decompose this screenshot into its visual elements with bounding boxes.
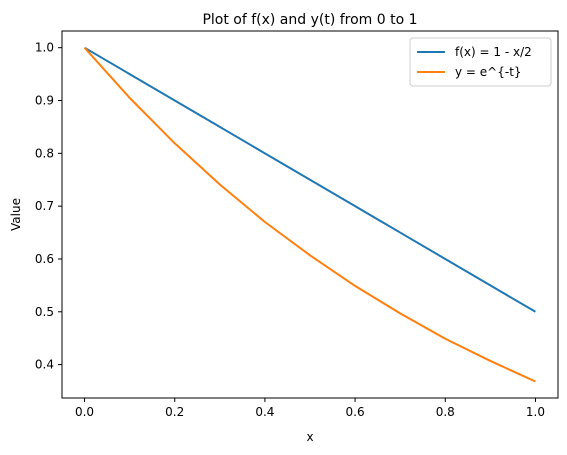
x-tick-label: 0.8	[436, 405, 455, 419]
x-tick-label: 0.2	[165, 405, 184, 419]
y-tick-label: 0.7	[35, 199, 54, 213]
y-tick-label: 1.0	[35, 41, 54, 55]
x-tick-label: 0.6	[346, 405, 365, 419]
plot-frame	[61, 30, 559, 399]
ticks-layer: 0.0 0.2 0.4 0.6 0.8 1.0 0.4 0.5 0.6 0.7 0.8 0.9 1.0	[35, 41, 545, 419]
y-tick-label: 0.8	[35, 146, 54, 160]
y-axis-label: Value	[9, 198, 23, 231]
chart-title: Plot of f(x) and y(t) from 0 to 1	[202, 12, 417, 28]
legend: f(x) = 1 - x/2 y = e^{-t}	[409, 37, 552, 87]
x-axis-label: x	[306, 430, 313, 444]
series-line-f	[84, 46, 536, 313]
x-tick-label: 0.0	[75, 405, 94, 419]
series-line-y	[83, 47, 536, 383]
x-tick-label: 1.0	[526, 405, 545, 419]
y-tick-label: 0.6	[35, 252, 54, 266]
x-tick-label: 0.4	[255, 405, 274, 419]
legend-label-y: y = e^{-t}	[455, 65, 522, 79]
y-tick-label: 0.9	[35, 94, 54, 108]
legend-label-f: f(x) = 1 - x/2	[455, 45, 532, 59]
y-tick-label: 0.5	[35, 305, 54, 319]
y-tick-label: 0.4	[35, 358, 54, 372]
series-layer	[83, 46, 536, 383]
legend-box	[409, 37, 552, 87]
